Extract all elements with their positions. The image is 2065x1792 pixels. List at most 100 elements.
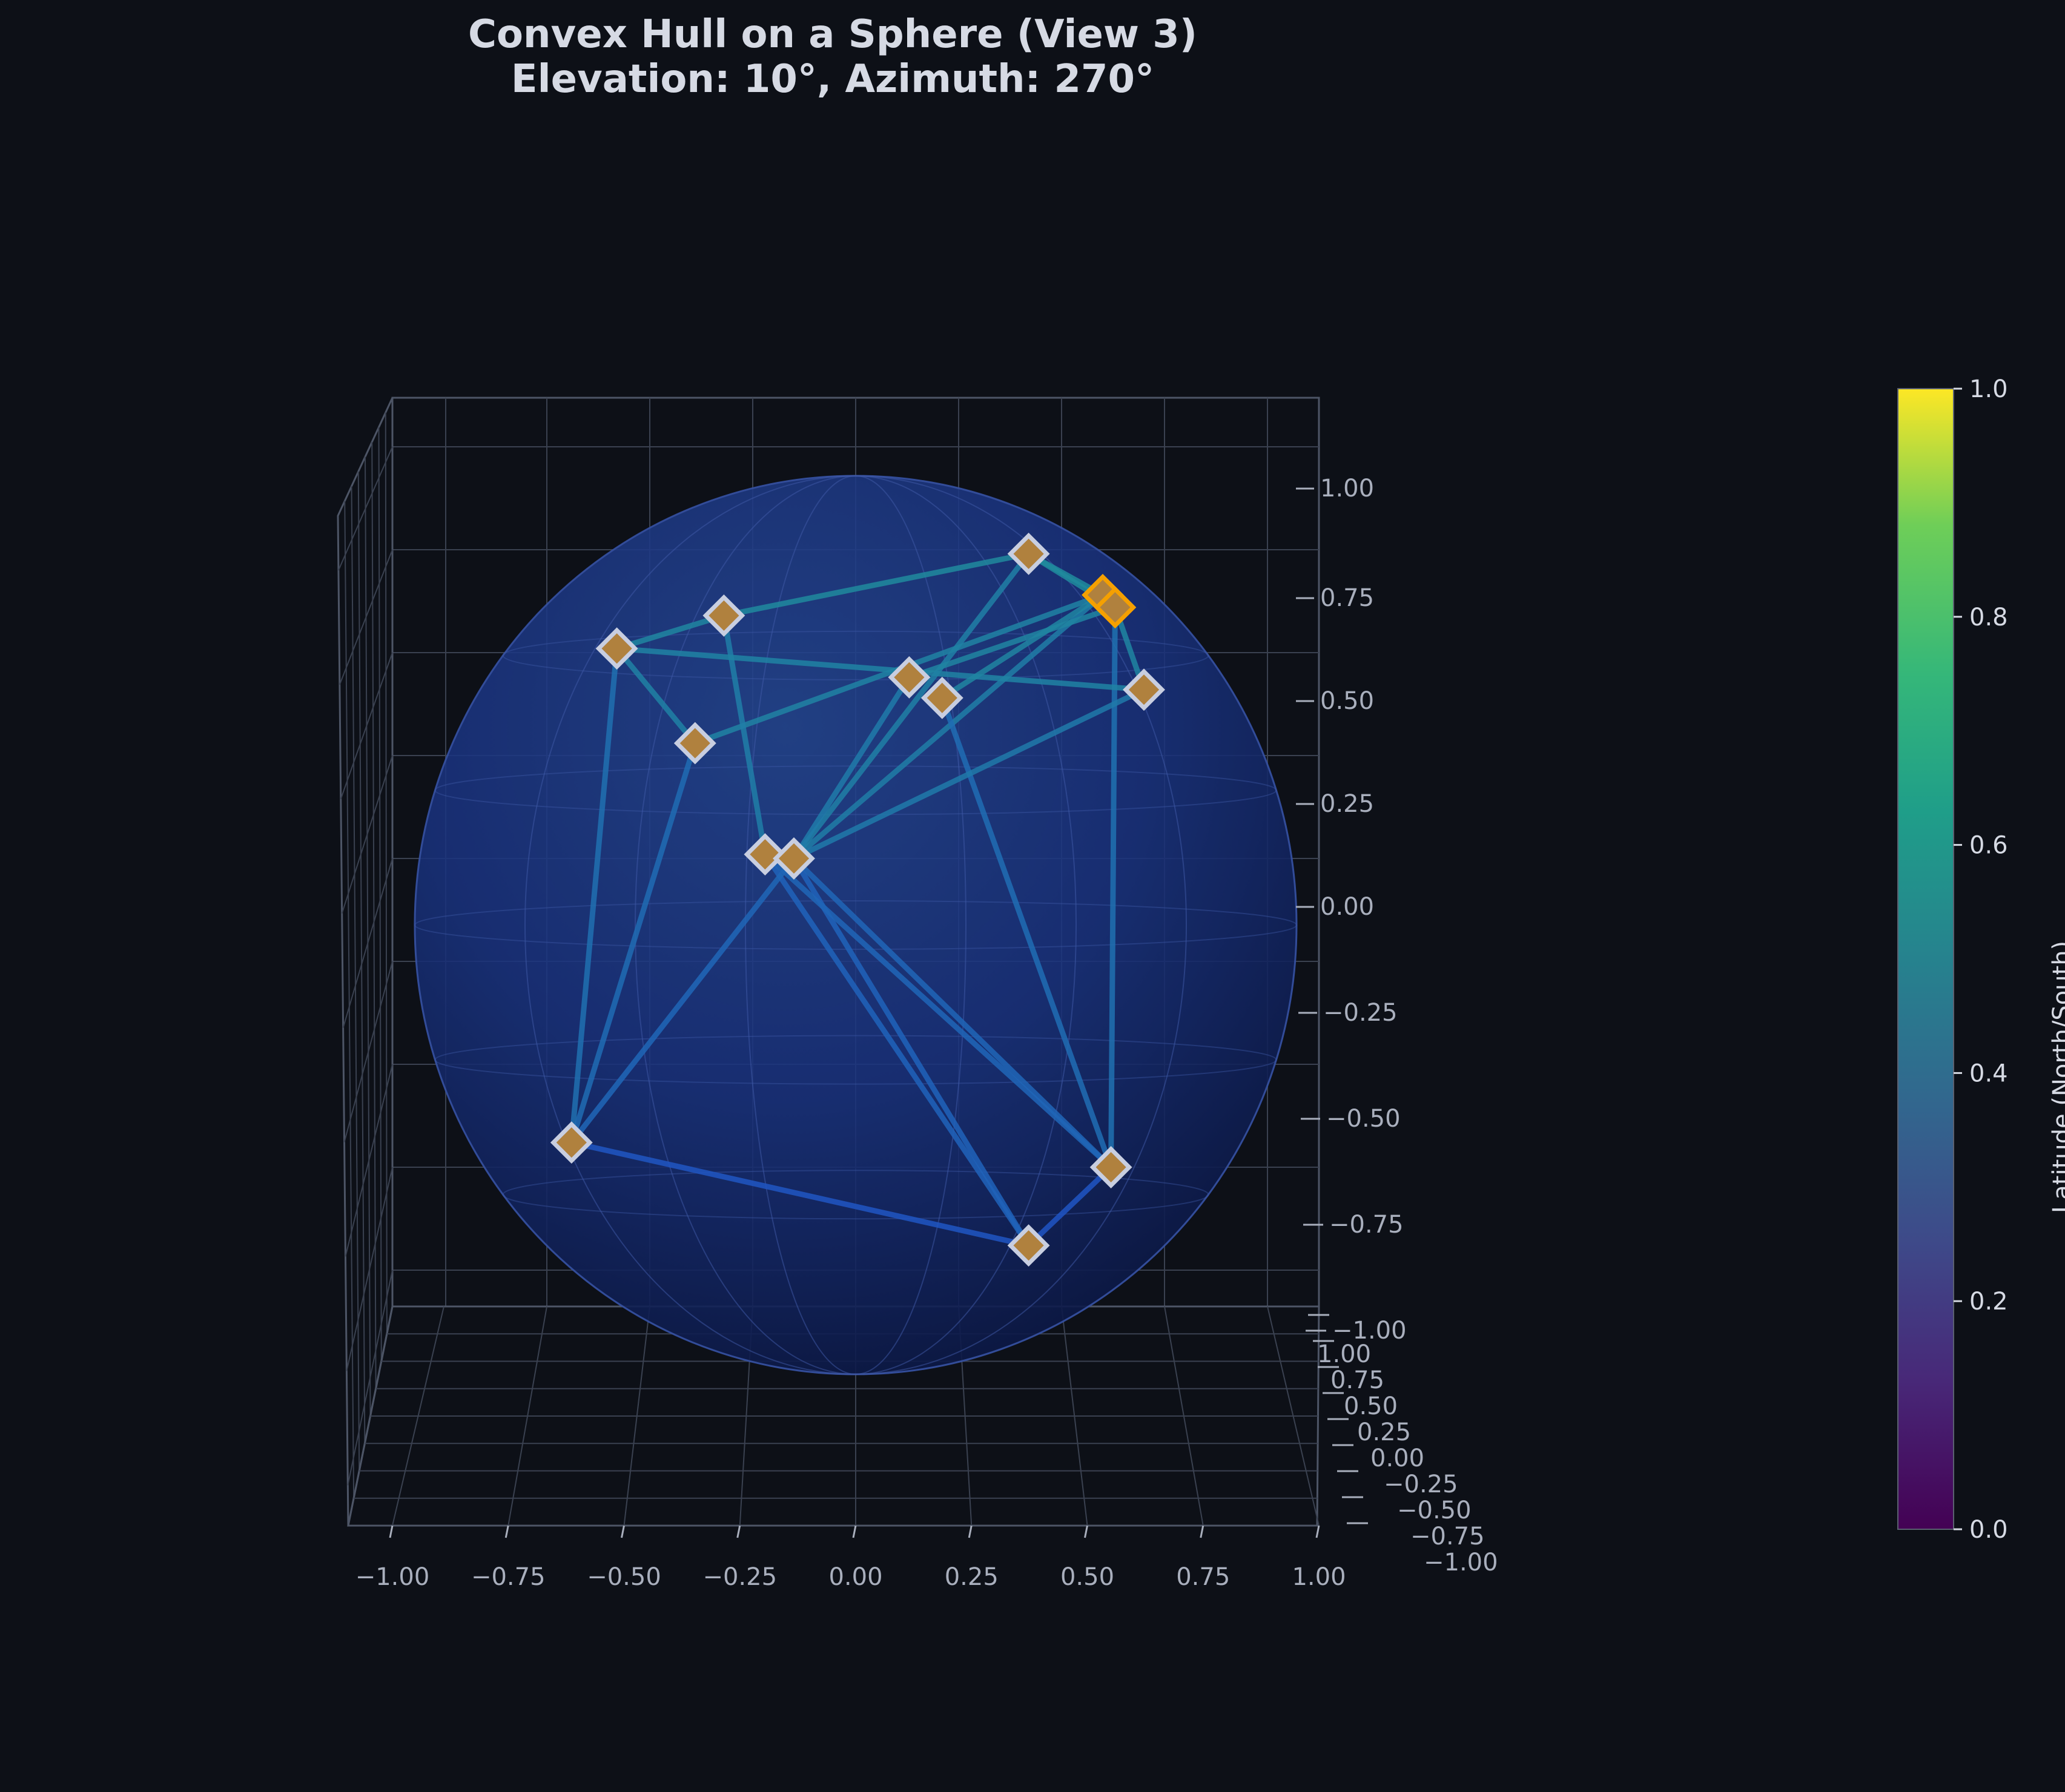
hull-vertex-marker [550, 1121, 593, 1164]
hull-vertex-marker [673, 722, 716, 765]
y-tick-label: 0.00 [1370, 1444, 1424, 1472]
hull-vertex-marker [888, 656, 931, 699]
z-tick-label: −0.25 [1323, 999, 1398, 1027]
left-grid-hline [340, 652, 393, 800]
hull-edge [721, 551, 1032, 619]
left-grid-hline [338, 446, 393, 571]
x-tick-label: −0.75 [471, 1563, 546, 1591]
z-tick-label: 0.25 [1320, 790, 1374, 818]
y-tick-label: −1.00 [1424, 1549, 1498, 1576]
hull-edge [791, 674, 912, 861]
y-tick-label: 0.75 [1330, 1366, 1384, 1394]
sphere-parallel [502, 630, 1209, 680]
hull-edge [569, 1139, 1032, 1248]
y-tick-label: −0.75 [1410, 1523, 1485, 1550]
hull-edge [791, 855, 1114, 1170]
hull-edge [791, 592, 1106, 861]
left-pane-grid [337, 397, 394, 1526]
sphere-meridian [524, 475, 1187, 1375]
x-tick-label: 0.25 [945, 1563, 999, 1591]
hull-vertex-marker [1007, 1224, 1050, 1267]
z-axis-tick-labels: 1.00 0.75 0.50 0.25 0.00 −0.25 −0.50 −0.75 −1.00 [1296, 475, 1407, 1345]
colorbar-tick-label: 0.2 [1969, 1288, 2008, 1316]
z-tick-label: 0.00 [1320, 893, 1374, 921]
z-tick-label: −0.75 [1329, 1211, 1404, 1239]
x-tick-label: 0.75 [1176, 1563, 1230, 1591]
x-tick-mark [852, 1525, 857, 1538]
hull-edge [1108, 604, 1118, 1170]
hull-edge [762, 851, 1032, 1248]
x-tick-label: 0.50 [1060, 1563, 1114, 1591]
hull-edge [614, 645, 1147, 693]
hull-edge [569, 740, 698, 1145]
hull-vertex-marker [1094, 586, 1137, 629]
colorbar-tick-label: 0.4 [1969, 1059, 2008, 1087]
left-grid-hline [347, 1270, 393, 1486]
hull-edge [939, 592, 1106, 701]
z-tick-label: −0.50 [1326, 1105, 1401, 1133]
colorbar: 1.0 0.8 0.6 0.4 0.2 0.0 Latitude (North/South… [1897, 375, 2065, 1544]
x-tick-mark [1200, 1525, 1204, 1538]
left-grid-hline [343, 961, 393, 1142]
y-tick-label: 0.25 [1357, 1418, 1411, 1446]
y-tick-label: 0.50 [1344, 1392, 1398, 1420]
y-tick-label: −0.50 [1397, 1497, 1472, 1524]
hull-vertex-marker [1007, 532, 1050, 575]
sphere-parallel [414, 900, 1297, 950]
hull-vertex-marker [1123, 668, 1165, 711]
x-tick-label: 0.00 [828, 1563, 882, 1591]
x-tick-label: 1.00 [1292, 1563, 1346, 1591]
z-tick-label: −1.00 [1332, 1317, 1407, 1345]
sphere [414, 475, 1298, 1375]
y-axis-tick-labels: 1.000.750.500.250.00−0.25−0.50−0.75−1.00 [1308, 1314, 1498, 1576]
x-tick-mark [389, 1525, 394, 1538]
hull-vertex-marker [920, 676, 963, 719]
colorbar-tick-label: 1.0 [1969, 375, 2008, 403]
hull-vertex-marker [1089, 1146, 1132, 1188]
colorbar-tick-label: 0.0 [1969, 1516, 2008, 1544]
x-tick-mark [736, 1525, 741, 1538]
x-tick-label: −0.25 [702, 1563, 777, 1591]
chart-title-line2: Elevation: 10°, Azimuth: 270° [511, 57, 1154, 102]
colorbar-tick-label: 0.6 [1969, 832, 2008, 860]
x-tick-mark [1084, 1525, 1088, 1538]
left-grid-hline [342, 858, 393, 1028]
left-grid-hline [339, 549, 393, 685]
hull-vertex-marker [702, 594, 745, 637]
x-tick-mark [1315, 1525, 1320, 1538]
hull-edge [569, 855, 797, 1145]
x-tick-label: −0.50 [587, 1563, 661, 1591]
left-grid-hline [346, 1167, 393, 1371]
hull-vertex-marker [595, 627, 638, 670]
x-tick-mark [621, 1525, 625, 1538]
hull-edge [906, 604, 1118, 680]
sphere-body [414, 475, 1298, 1375]
z-tick-label: 0.75 [1320, 584, 1374, 612]
z-tick-label: 0.50 [1320, 687, 1374, 715]
left-grid-hline [345, 1064, 393, 1257]
x-tick-mark [504, 1525, 509, 1538]
hull-edge [569, 645, 620, 1145]
z-tick-label: 1.00 [1320, 475, 1374, 502]
sphere-parallel [434, 1035, 1277, 1085]
hull-edge [791, 687, 1147, 861]
hull-edge [791, 855, 1032, 1248]
hull-edge [1026, 1164, 1114, 1248]
colorbar-ticks: 1.0 0.8 0.6 0.4 0.2 0.0 [1954, 375, 2008, 1544]
colorbar-tick-label: 0.8 [1969, 604, 2008, 631]
hull-edges [569, 551, 1147, 1248]
hull-vertex-marker [744, 833, 787, 876]
colorbar-gradient [1897, 388, 1954, 1530]
colorbar-label: Latitude (North/South) [2048, 941, 2065, 1213]
hull-edge [791, 551, 1032, 861]
y-tick-label: 1.00 [1317, 1340, 1371, 1368]
x-tick-mark [968, 1525, 973, 1538]
x-axis-tick-labels: −1.00 −0.75 −0.50 −0.25 0.00 0.25 0.50 0.75 1.00 [355, 1525, 1346, 1591]
axes-3d: −1.00 −0.75 −0.50 −0.25 0.00 0.25 0.50 0.75 1.00… [337, 397, 1498, 1591]
hull-vertex-marker [773, 837, 815, 880]
hull-edge [762, 851, 1114, 1170]
hull-vertices [550, 532, 1165, 1267]
y-tick-label: −0.25 [1384, 1471, 1458, 1498]
hull-edge [614, 613, 727, 651]
